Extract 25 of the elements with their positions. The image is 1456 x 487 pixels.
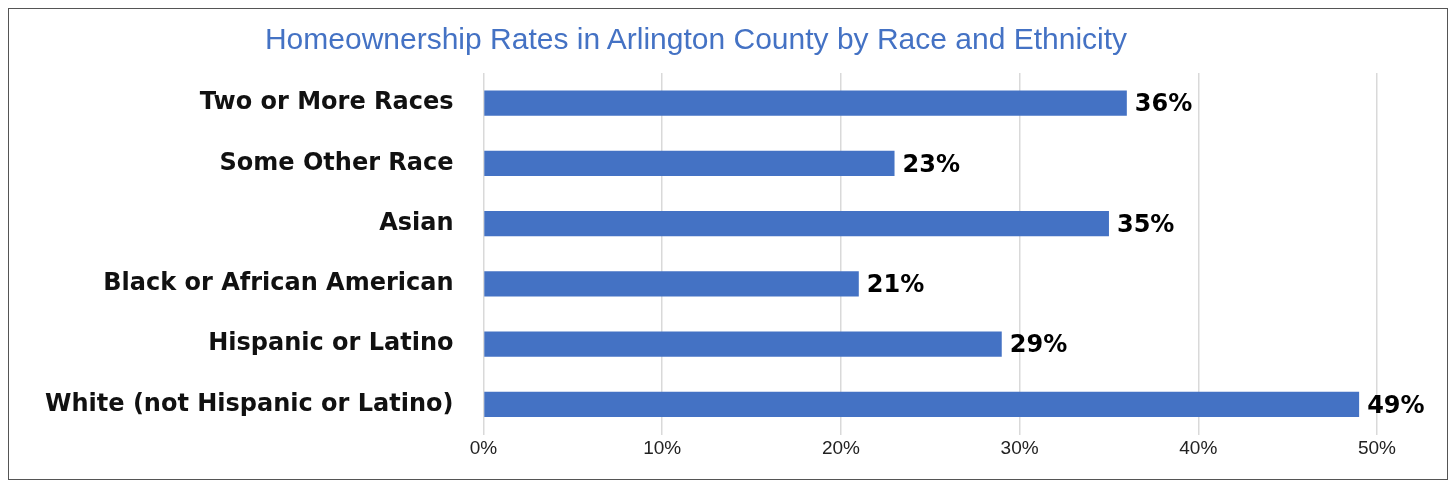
y-tick-label: Asian bbox=[379, 207, 454, 236]
y-tick-label: White (not Hispanic or Latino) bbox=[44, 388, 454, 417]
chart-title: Homeownership Rates in Arlington County by Race and Ethnicity bbox=[264, 22, 1128, 56]
x-tick-label: 0% bbox=[469, 437, 498, 459]
data-label: 21% bbox=[866, 270, 925, 299]
x-tick-label: 20% bbox=[821, 437, 861, 459]
x-tick-label: 10% bbox=[643, 437, 682, 459]
bar bbox=[484, 150, 895, 177]
data-label: 49% bbox=[1367, 390, 1425, 419]
data-label: 36% bbox=[1134, 89, 1193, 118]
bar bbox=[484, 90, 1127, 116]
bar bbox=[484, 211, 1109, 237]
bar bbox=[484, 391, 1360, 418]
data-label: 23% bbox=[902, 149, 960, 178]
y-tick-label: Hispanic or Latino bbox=[208, 328, 454, 357]
data-label: 29% bbox=[1009, 330, 1068, 359]
y-tick-label: Black or African American bbox=[103, 268, 454, 297]
bar bbox=[484, 271, 859, 297]
y-tick-label: Some Other Race bbox=[219, 147, 454, 176]
bar bbox=[484, 331, 1002, 357]
data-label: 35% bbox=[1116, 209, 1175, 238]
x-tick-label: 50% bbox=[1357, 437, 1397, 459]
x-tick-label: 40% bbox=[1179, 437, 1218, 459]
y-tick-label: Two or More Races bbox=[199, 87, 454, 116]
x-tick-label: 30% bbox=[1000, 437, 1039, 459]
